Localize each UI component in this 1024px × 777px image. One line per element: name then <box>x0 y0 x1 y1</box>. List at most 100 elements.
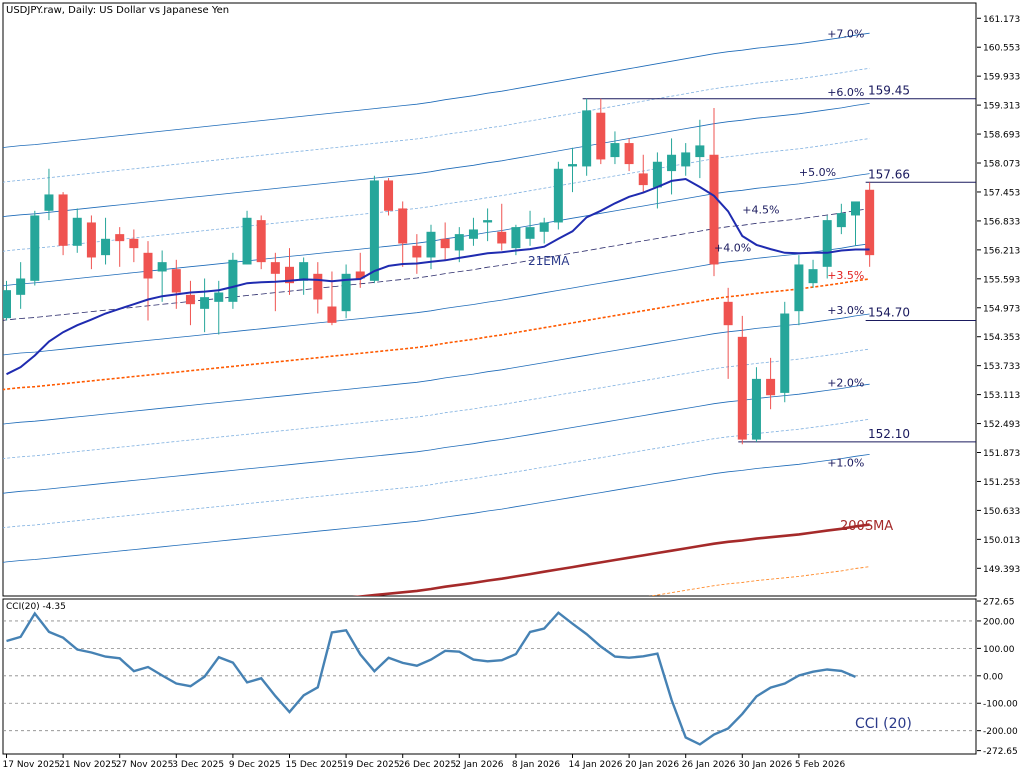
envelope-band-line <box>3 103 870 218</box>
candle-body <box>568 164 577 167</box>
date-axis-label: 2 Jan 2026 <box>455 760 503 770</box>
cci-axis-label: 272.65 <box>983 598 1015 608</box>
envelope-band-line <box>3 67 870 183</box>
cci-axis-label: 100.00 <box>983 645 1015 655</box>
price-axis-label: 153.733 <box>983 362 1020 372</box>
sma200-line <box>352 523 870 596</box>
candle-body <box>681 152 691 167</box>
price-axis-label: 161.173 <box>983 15 1020 25</box>
candle-body <box>766 378 776 396</box>
candle-body <box>44 194 54 211</box>
envelope-label: +3.0% <box>827 304 864 317</box>
date-axis-label: 14 Jan 2026 <box>569 760 623 770</box>
main-plot <box>3 32 976 596</box>
price-axis-label: 154.973 <box>983 304 1020 314</box>
cci-axis-label: 0.00 <box>983 672 1003 682</box>
candle-body <box>794 264 804 312</box>
candle-body <box>384 180 394 211</box>
candle-body <box>667 154 677 172</box>
date-axis-label: 21 Nov 2025 <box>59 760 117 770</box>
candle-body <box>723 301 733 326</box>
cci-axis-label: -272.65 <box>983 747 1018 757</box>
price-axis-label: 159.313 <box>983 102 1020 112</box>
price-axis-label: 150.013 <box>983 536 1020 546</box>
candle-body <box>171 269 181 293</box>
candle-body <box>751 378 761 440</box>
candle-body <box>369 180 379 281</box>
level-label: 157.66 <box>868 167 910 181</box>
candle-body <box>3 290 11 319</box>
candle-body <box>539 222 549 232</box>
ema-label: 21EMA <box>528 254 570 268</box>
candle-body <box>285 266 294 284</box>
candle-body <box>695 145 705 158</box>
candle-body <box>228 259 238 302</box>
date-axis-label: 27 Nov 2025 <box>116 760 174 770</box>
date-axis-label: 30 Jan 2026 <box>738 760 792 770</box>
cci-axis-label: 200.00 <box>983 617 1015 627</box>
envelope-band-line <box>3 208 870 321</box>
cci-plot <box>3 611 976 746</box>
candle-body <box>242 217 252 265</box>
candle-body <box>652 161 662 188</box>
envelope-band-line <box>3 32 870 149</box>
candle-body <box>851 201 860 216</box>
candle-body <box>780 313 790 393</box>
axes: 161.173 160.553 159.933 159.313 158.693 158.0… <box>3 15 1021 770</box>
candle-body <box>483 220 493 223</box>
date-axis-label: 17 Nov 2025 <box>3 760 61 770</box>
candle-body <box>596 112 606 160</box>
cci-line <box>6 611 856 746</box>
envelope-band-line <box>3 243 870 356</box>
level-label: 152.10 <box>868 427 910 441</box>
envelope-label: +5.0% <box>799 166 836 179</box>
envelope-band-line <box>3 418 870 529</box>
candle-body <box>58 194 68 246</box>
date-axis-label: 26 Dec 2025 <box>399 760 457 770</box>
price-axis-label: 156.833 <box>983 217 1020 227</box>
candle-body <box>553 168 563 223</box>
cci-panel-frame <box>2 598 977 755</box>
envelope-label: +3.5% <box>827 269 864 282</box>
date-axis-label: 26 Jan 2026 <box>682 760 736 770</box>
cci-axis-label: -200.00 <box>983 727 1018 737</box>
date-axis-label: 9 Dec 2025 <box>229 760 281 770</box>
cci-title: CCI(20) -4.35 <box>6 602 66 612</box>
candle-body <box>200 297 210 309</box>
lower-envelope-line <box>648 566 870 596</box>
candle-body <box>398 208 408 244</box>
envelope-label: +4.5% <box>742 203 779 216</box>
date-axis-label: 5 Feb 2026 <box>795 760 846 770</box>
candle-body <box>341 273 351 312</box>
candle-body <box>412 245 422 258</box>
price-axis-label: 160.553 <box>983 44 1020 54</box>
price-axis-label: 158.073 <box>983 160 1020 170</box>
candle-body <box>313 273 323 300</box>
candle-body <box>185 294 195 305</box>
envelope-label: +4.0% <box>714 242 751 255</box>
candle-body <box>525 227 535 239</box>
candle-body <box>426 231 436 258</box>
candle-body <box>129 238 139 249</box>
chart-title: USDJPY.raw, Daily: US Dollar vs Japanese… <box>6 5 229 16</box>
envelope-label: +6.0% <box>827 86 864 99</box>
price-axis-label: 151.253 <box>983 478 1020 488</box>
date-axis-label: 3 Dec 2025 <box>172 760 224 770</box>
candle-body <box>468 229 478 239</box>
candle-body <box>256 220 266 263</box>
envelope-label: +1.0% <box>827 456 864 469</box>
candle-body <box>610 143 620 158</box>
candle-body <box>624 143 634 165</box>
candle-body <box>355 271 365 279</box>
candle-body <box>143 252 153 279</box>
candle-body <box>582 110 592 167</box>
price-axis-label: 156.213 <box>983 246 1020 256</box>
envelope-band-line <box>3 278 870 391</box>
candle-body <box>836 213 846 228</box>
sma-label: 200SMA <box>840 519 893 534</box>
envelope-band-line <box>3 313 870 425</box>
envelope-band-line <box>3 383 870 494</box>
level-label: 154.70 <box>868 306 910 320</box>
